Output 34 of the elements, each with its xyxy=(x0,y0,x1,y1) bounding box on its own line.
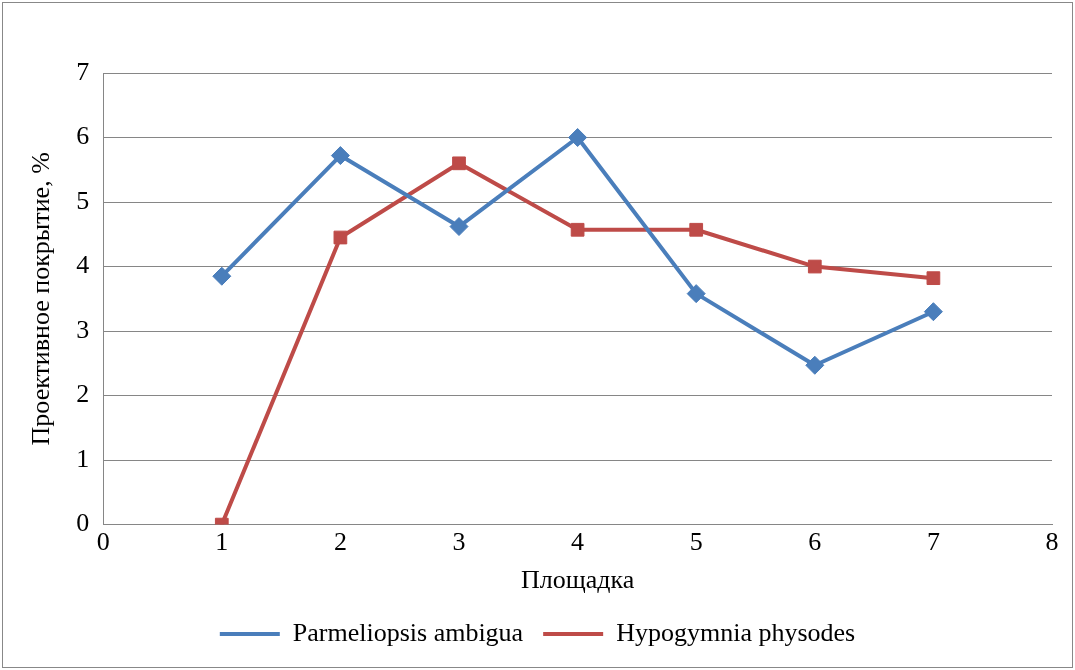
legend-label: Parmeliopsis ambigua xyxy=(292,617,524,647)
point xyxy=(330,146,350,166)
x-tick-label: 2 xyxy=(333,527,347,557)
point xyxy=(449,217,469,237)
legend-label: Hypogymnia physodes xyxy=(616,617,856,647)
point xyxy=(807,259,822,274)
x-tick-label: 7 xyxy=(926,527,940,557)
y-tick-label: 4 xyxy=(76,250,90,280)
x-tick-label: 3 xyxy=(452,527,466,557)
y-tick-label: 7 xyxy=(76,56,90,86)
point xyxy=(805,355,825,375)
y-tick-label: 3 xyxy=(76,314,90,344)
point xyxy=(452,156,466,171)
point xyxy=(333,230,348,245)
point xyxy=(570,222,585,237)
y-tick-label: 1 xyxy=(76,443,90,473)
x-tick-label: 8 xyxy=(1045,527,1059,557)
x-axis-title: Площадка xyxy=(520,565,635,595)
y-axis-title: Проективное покрытие, % xyxy=(26,152,56,446)
x-tick-label: 1 xyxy=(215,527,229,557)
y-tick-label: 2 xyxy=(76,379,90,409)
point xyxy=(568,128,588,148)
x-tick-label: 6 xyxy=(808,527,822,557)
point xyxy=(686,284,706,304)
point xyxy=(689,222,704,237)
y-tick-label: 5 xyxy=(76,185,90,215)
x-tick-label: 4 xyxy=(571,527,585,557)
x-tick-label: 5 xyxy=(689,527,703,557)
point xyxy=(926,271,941,286)
point xyxy=(923,302,943,322)
point xyxy=(212,266,232,286)
y-tick-label: 6 xyxy=(76,121,90,151)
y-tick-label: 0 xyxy=(76,508,90,538)
x-tick-label: 0 xyxy=(96,527,110,557)
